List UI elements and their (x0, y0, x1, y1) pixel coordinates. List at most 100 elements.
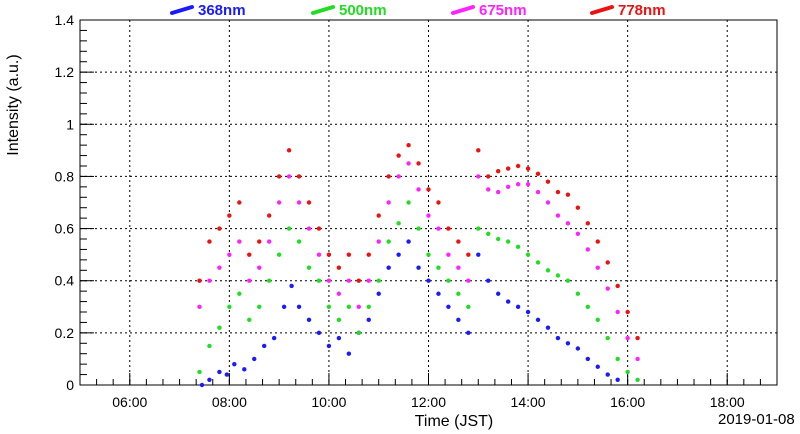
data-point (326, 278, 332, 283)
data-point (376, 278, 381, 283)
data-point (446, 252, 451, 257)
data-point (555, 335, 561, 341)
data-point (207, 278, 212, 283)
legend-label: 675nm (479, 2, 527, 19)
data-point (326, 343, 332, 349)
data-point (366, 278, 371, 283)
data-point (486, 278, 491, 283)
data-point (247, 317, 252, 323)
data-point (296, 304, 302, 309)
data-point (505, 239, 511, 244)
y-tick-labels: 0 0.2 0.4 0.6 0.8 1 1.2 1.4 (55, 12, 75, 393)
data-point (496, 236, 501, 242)
data-point (585, 356, 591, 362)
legend-label: 368nm (198, 2, 246, 19)
data-point (197, 369, 202, 375)
data-point (406, 200, 411, 205)
data-point (257, 304, 262, 309)
data-point (326, 252, 332, 257)
data-point (316, 330, 322, 336)
data-point (615, 283, 620, 289)
data-point (456, 317, 461, 323)
data-point (605, 335, 610, 341)
data-point (207, 377, 212, 382)
data-point (545, 200, 551, 205)
x-tick-label: 06:00 (112, 394, 147, 410)
data-point (565, 221, 571, 226)
data-point (276, 200, 282, 205)
data-point (306, 317, 312, 323)
data-point (446, 226, 451, 231)
y-tick-label: 0.2 (55, 325, 75, 341)
data-point (476, 226, 481, 231)
data-point (555, 213, 561, 218)
data-point (237, 291, 242, 296)
data-point (525, 182, 531, 187)
data-point (505, 299, 511, 304)
data-point (217, 265, 222, 270)
data-point (207, 239, 212, 244)
data-point (595, 317, 600, 323)
series-group (197, 142, 640, 388)
data-point (217, 369, 222, 375)
data-point (416, 187, 421, 192)
data-point (466, 278, 471, 283)
data-point (416, 226, 421, 231)
x-tick-label: 08:00 (212, 394, 247, 410)
data-point (207, 343, 212, 349)
data-point (227, 213, 232, 218)
data-point (545, 268, 551, 273)
data-point (406, 161, 411, 166)
data-point (615, 309, 620, 315)
data-point (257, 265, 262, 270)
data-point (326, 304, 332, 309)
data-point (217, 325, 222, 330)
data-point (496, 189, 501, 195)
data-point (237, 200, 242, 205)
legend: 368nm 500nm 675nm 778nm (170, 2, 666, 19)
data-point (406, 239, 411, 244)
data-point (565, 341, 571, 346)
legend-swatch (451, 5, 475, 15)
data-point (346, 252, 352, 257)
x-tick-label: 16:00 (610, 394, 645, 410)
series-778nm (197, 142, 640, 341)
data-point (396, 153, 401, 158)
y-tick-label: 0.8 (55, 168, 75, 184)
data-point (436, 200, 441, 205)
data-point (625, 309, 630, 315)
data-point (565, 192, 571, 197)
data-point (396, 221, 401, 226)
data-point (252, 356, 257, 362)
data-point (266, 239, 272, 244)
data-point (535, 171, 541, 177)
data-point (257, 239, 262, 244)
data-point (426, 187, 431, 192)
data-point (416, 265, 421, 270)
data-point (224, 372, 230, 377)
data-point (376, 213, 381, 218)
data-point (635, 356, 640, 362)
data-point (316, 226, 322, 231)
y-tick-label: 1.4 (55, 12, 75, 28)
data-point (515, 163, 521, 169)
data-point (336, 317, 342, 323)
y-tick-label: 1.2 (55, 64, 75, 80)
x-tick-label: 10:00 (311, 394, 346, 410)
data-point (366, 252, 371, 257)
data-point (496, 169, 501, 174)
data-point (515, 244, 521, 250)
y-axis-title: Intensity (a.u.) (5, 54, 22, 155)
data-point (289, 283, 294, 289)
data-point (286, 148, 292, 153)
data-point (281, 304, 287, 309)
data-point (386, 239, 391, 244)
data-point (197, 304, 202, 309)
data-point (406, 142, 411, 148)
axis-ticks (79, 19, 778, 386)
data-point (426, 252, 431, 257)
data-point (585, 304, 591, 309)
data-point (605, 260, 610, 265)
data-point (555, 273, 561, 278)
data-point (505, 184, 511, 190)
